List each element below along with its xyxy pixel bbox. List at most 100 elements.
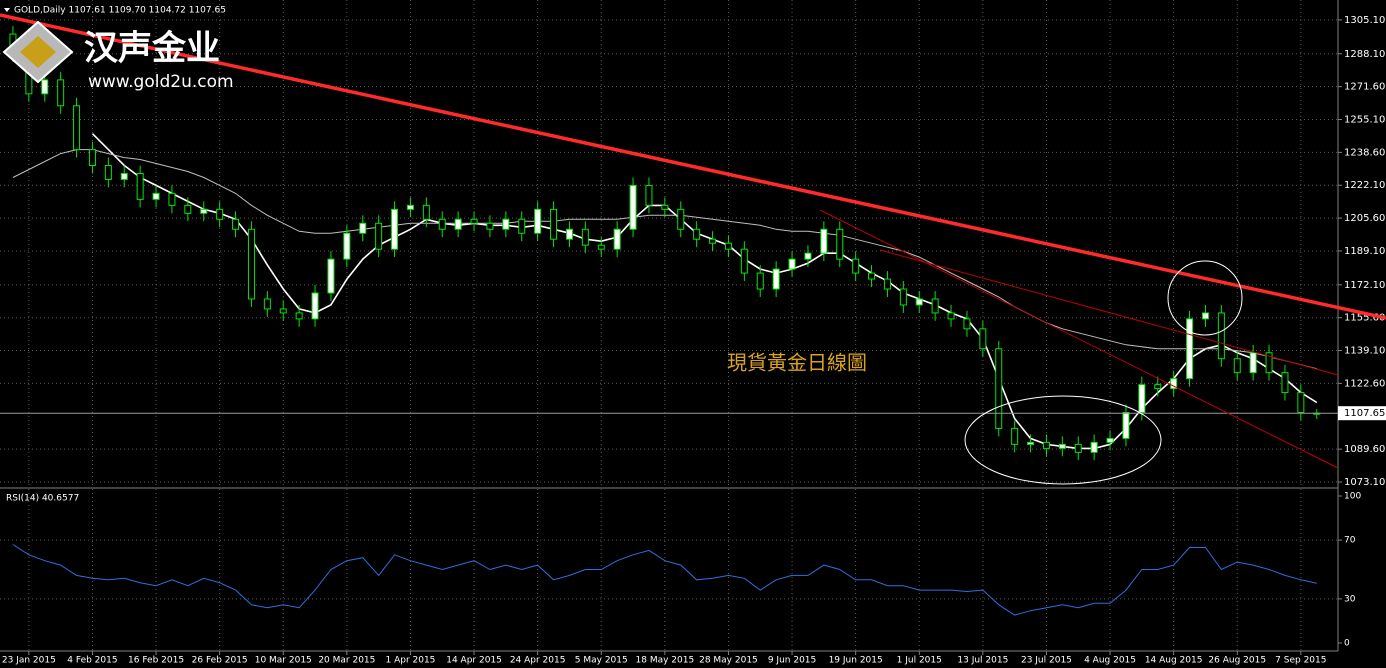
- x-tick-label: 23 Jul 2015: [1021, 656, 1072, 666]
- candle-body: [200, 208, 208, 214]
- candle-body: [883, 278, 891, 290]
- current-price-box: [1338, 406, 1386, 421]
- candle-body: [709, 238, 717, 244]
- y-tick-label: 1271.60: [1344, 82, 1385, 93]
- x-tick-label: 28 May 2015: [699, 656, 758, 666]
- x-tick-label: 18 May 2015: [636, 656, 695, 666]
- y-tick-label: 100: [1344, 492, 1361, 502]
- candle-body: [1090, 441, 1098, 453]
- candle-body: [391, 208, 399, 250]
- candle-body: [629, 184, 637, 230]
- y-tick-label: 1189.10: [1344, 246, 1385, 257]
- candle-body: [772, 268, 780, 290]
- candle-body: [645, 184, 653, 206]
- candle-body: [327, 258, 335, 294]
- y-tick-label: 30: [1344, 594, 1356, 604]
- candle-body: [502, 218, 510, 230]
- candle-body: [41, 79, 49, 95]
- x-tick-label: 14 Apr 2015: [446, 656, 502, 666]
- candle-body: [104, 165, 112, 180]
- x-tick-label: 24 Apr 2015: [510, 656, 566, 666]
- y-tick-label: 1222.10: [1344, 180, 1385, 191]
- trend-line: [0, 13, 1386, 320]
- candle-body: [788, 258, 796, 270]
- candle-body: [120, 172, 128, 180]
- candle-body: [438, 218, 446, 230]
- menu-triangle: [4, 8, 10, 12]
- candle-body: [1186, 318, 1194, 380]
- candle-body: [979, 328, 987, 350]
- candle-body: [931, 298, 939, 314]
- candle-body: [852, 258, 860, 274]
- candle-body: [740, 248, 748, 274]
- highlight-ellipse: [964, 395, 1162, 485]
- candle-body: [1027, 441, 1035, 445]
- candle-body: [1042, 441, 1050, 449]
- x-tick-label: 9 Jun 2015: [768, 656, 816, 666]
- y-tick-label: 1172.10: [1344, 280, 1385, 291]
- y-tick-label: 1073.10: [1344, 477, 1385, 488]
- y-tick-label: 1255.10: [1344, 115, 1385, 126]
- candle-body: [184, 204, 192, 214]
- y-tick-label: 70: [1344, 536, 1356, 546]
- x-tick-label: 20 Mar 2015: [318, 656, 375, 666]
- rsi-title: RSI(14) 40.6577: [6, 494, 79, 504]
- logo-name: 汉声金业: [84, 29, 220, 69]
- candle-body: [1011, 427, 1019, 445]
- x-tick-label: 7 Sep 2015: [1275, 656, 1326, 666]
- candle-body: [1170, 378, 1178, 390]
- candle-body: [518, 218, 526, 234]
- candle-body: [677, 208, 685, 230]
- candle-body: [724, 242, 732, 250]
- x-tick-label: 1 Apr 2015: [385, 656, 435, 666]
- y-tick-label: 1238.60: [1344, 147, 1385, 158]
- y-tick-label: 0: [1344, 639, 1350, 649]
- candle-body: [422, 204, 430, 220]
- candle-body: [406, 204, 414, 210]
- candle-body: [565, 228, 573, 240]
- x-tick-label: 1 Jul 2015: [897, 656, 942, 666]
- candle-body: [1265, 352, 1273, 374]
- y-tick-label: 1305.10: [1344, 15, 1385, 26]
- candle-body: [1058, 443, 1066, 449]
- candle-body: [454, 218, 462, 230]
- candle-body: [534, 208, 542, 234]
- y-tick-label: 1205.60: [1344, 213, 1385, 224]
- channel-line: [819, 209, 1339, 469]
- candle-body: [168, 192, 176, 206]
- rsi-line: [12, 544, 1317, 616]
- x-tick-label: 14 Aug 2015: [1145, 656, 1203, 666]
- candle-body: [1201, 312, 1209, 320]
- x-tick-label: 13 Jul 2015: [957, 656, 1008, 666]
- candle-body: [1106, 437, 1114, 443]
- logo: 汉声金业 www.gold2u.com: [2, 20, 234, 92]
- candle-body: [359, 222, 367, 234]
- candle-body: [820, 228, 828, 254]
- y-tick-label: 1155.60: [1344, 313, 1385, 324]
- candle-body: [661, 204, 669, 210]
- candle-body: [486, 222, 494, 230]
- x-tick-label: 26 Aug 2015: [1208, 656, 1266, 666]
- candle-body: [1217, 312, 1225, 360]
- y-tick-label: 1139.10: [1344, 346, 1385, 357]
- x-tick-label: 16 Feb 2015: [128, 656, 184, 666]
- candle-body: [693, 228, 701, 240]
- x-tick-label: 19 Jun 2015: [829, 656, 883, 666]
- candle-body: [613, 228, 621, 250]
- candle-body: [581, 228, 589, 246]
- chart-header: GOLD,Daily 1107.61 1109.70 1104.72 1107.…: [14, 6, 226, 16]
- candle-body: [1138, 384, 1146, 414]
- candle-body: [1281, 372, 1289, 394]
- candle-body: [57, 79, 65, 107]
- candle-body: [263, 298, 271, 310]
- y-tick-label: 1122.60: [1344, 378, 1385, 389]
- candle-body: [756, 272, 764, 290]
- candle-body: [88, 149, 96, 167]
- candle-body: [1154, 384, 1162, 390]
- channel-line: [879, 249, 1339, 376]
- candle-body: [1122, 412, 1130, 439]
- x-tick-label: 4 Aug 2015: [1084, 656, 1136, 666]
- candle-body: [550, 208, 558, 240]
